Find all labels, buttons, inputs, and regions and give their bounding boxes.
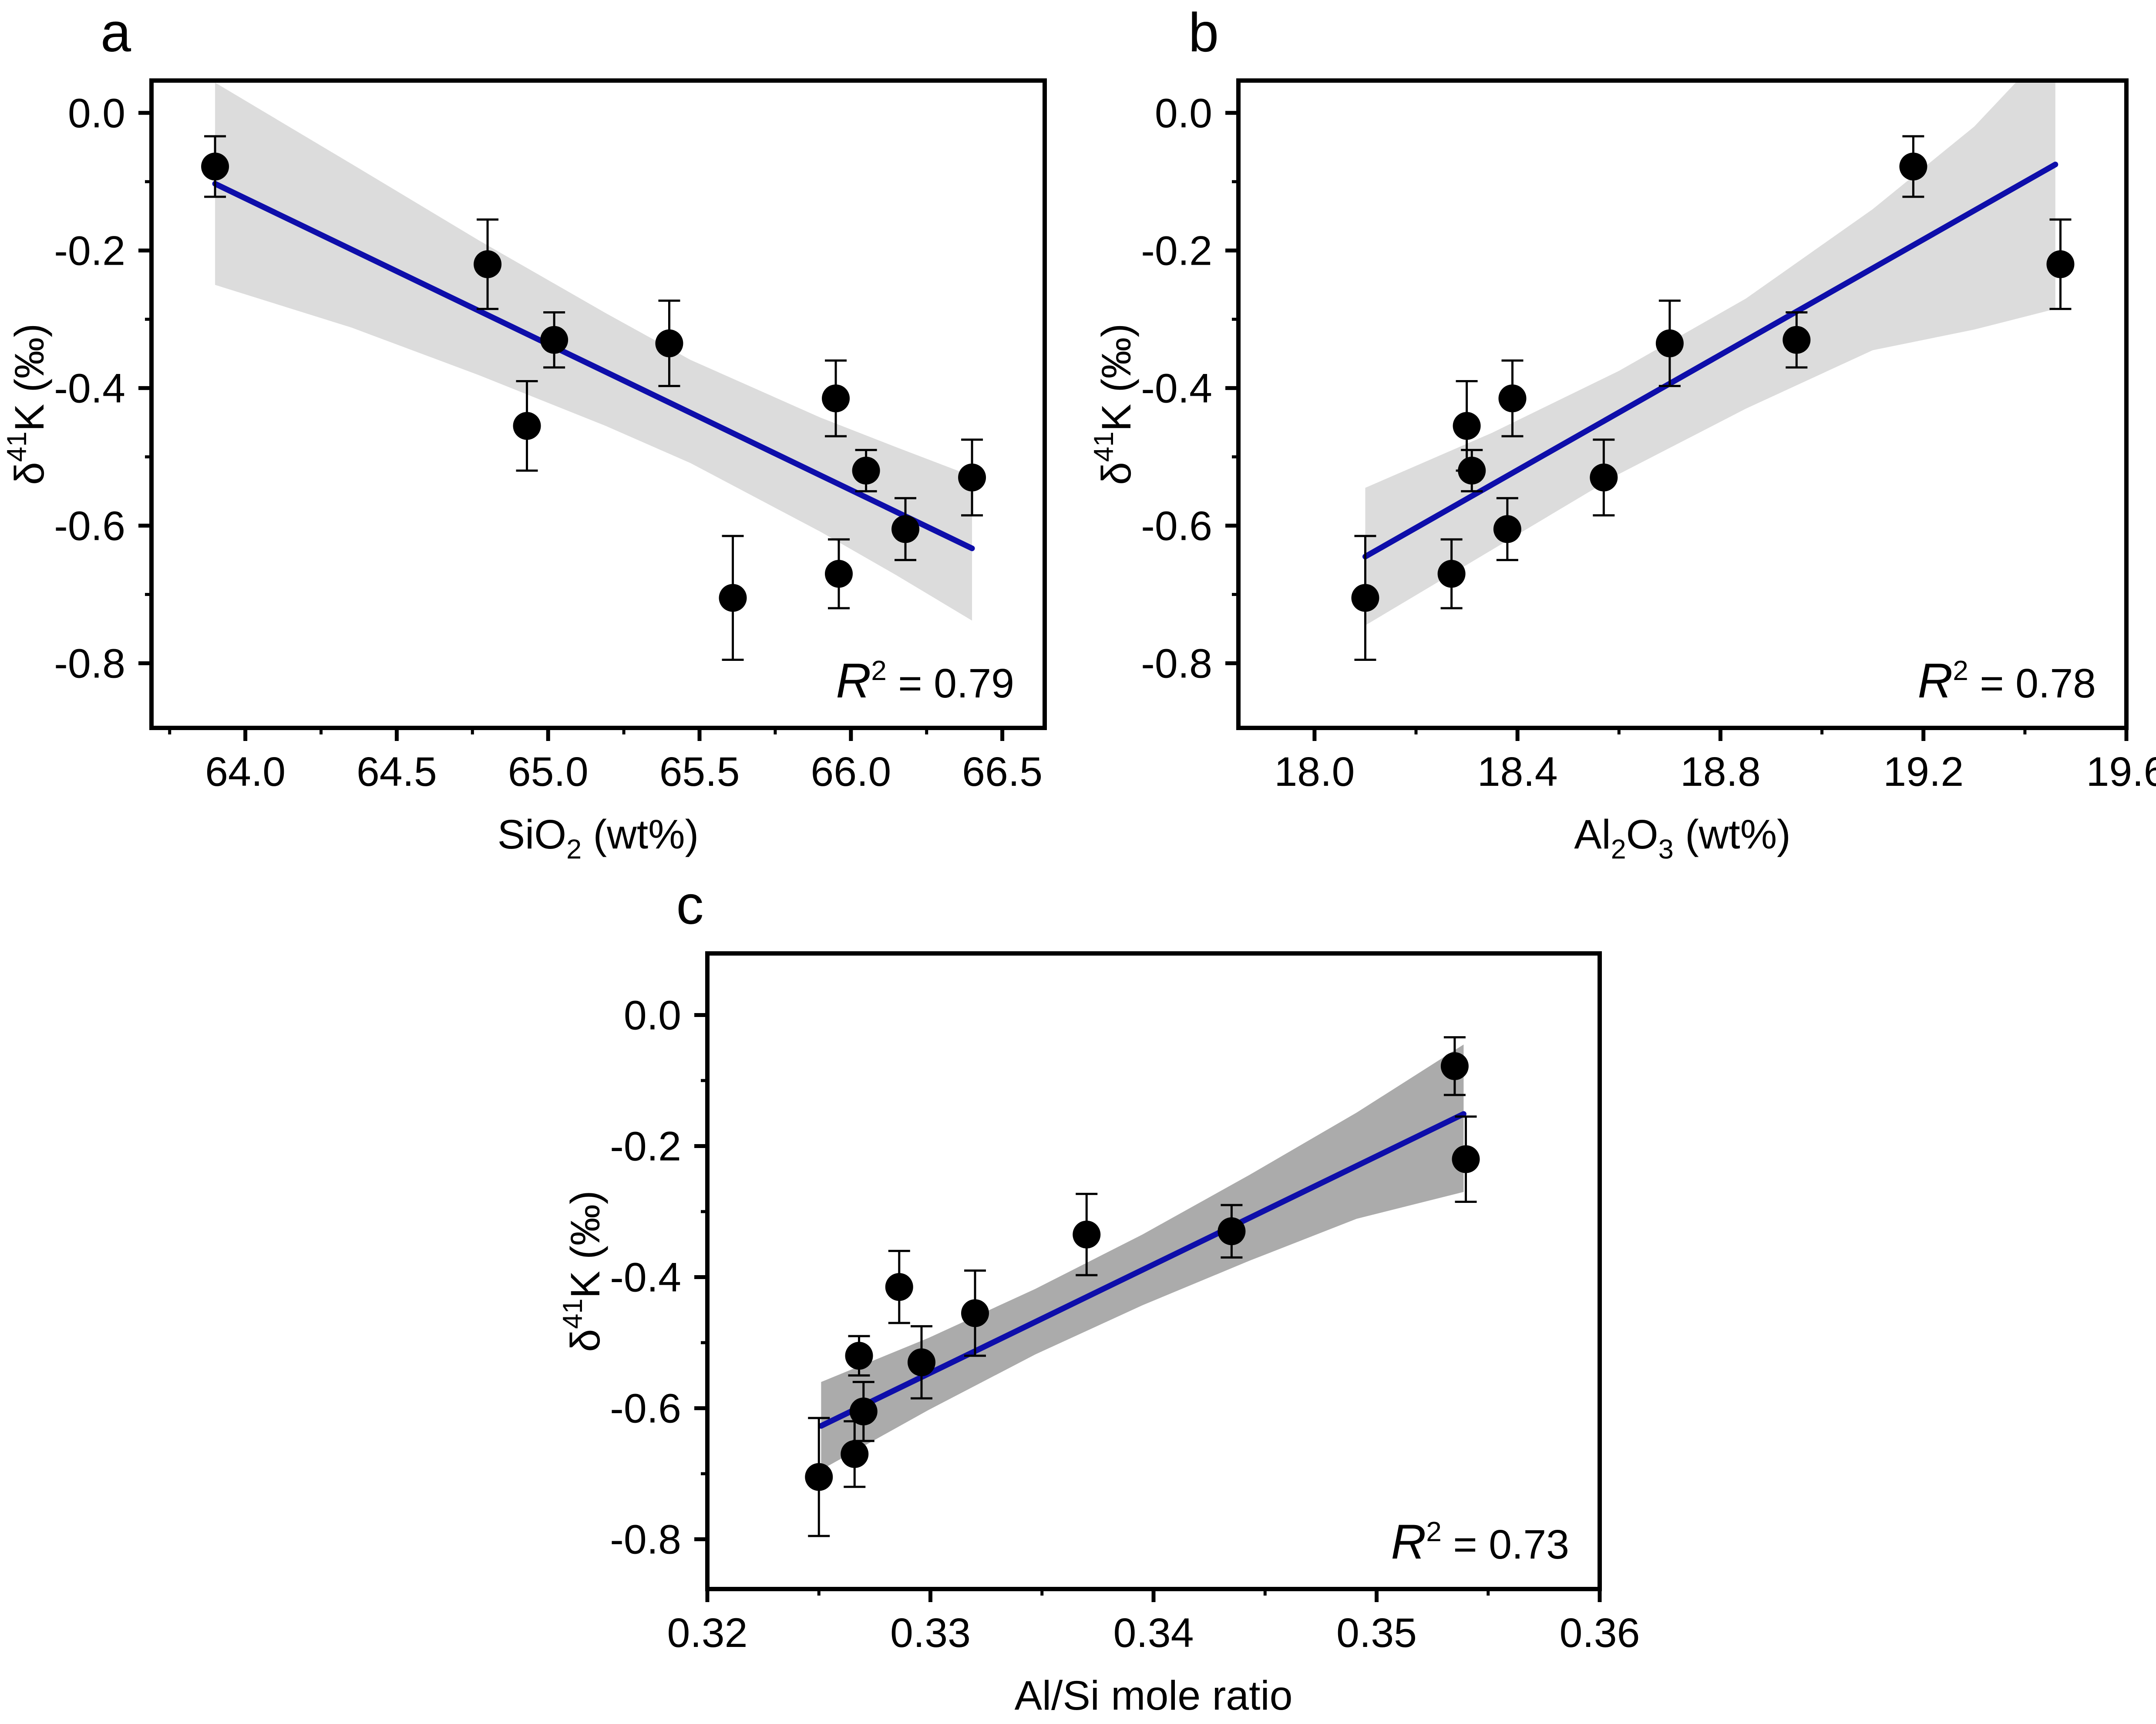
data-point bbox=[1493, 515, 1521, 543]
y-axis-tick-label: 0.0 bbox=[624, 992, 681, 1038]
x-axis-title: Al/Si mole ratio bbox=[1015, 1673, 1293, 1719]
panel-letter-a: a bbox=[101, 2, 131, 63]
data-point bbox=[1783, 326, 1811, 354]
data-point bbox=[1437, 560, 1466, 588]
x-axis-tick-label: 18.4 bbox=[1477, 749, 1558, 795]
data-point bbox=[474, 250, 502, 278]
confidence-band bbox=[821, 1044, 1464, 1470]
data-point bbox=[908, 1348, 935, 1377]
x-axis-tick-label: 18.8 bbox=[1680, 749, 1761, 795]
y-axis-tick-label: 0.0 bbox=[68, 90, 125, 136]
data-point bbox=[719, 584, 747, 612]
x-axis-title: Al2O3 (wt%) bbox=[1574, 811, 1791, 865]
x-axis-tick-label: 64.5 bbox=[357, 749, 437, 795]
r-squared-annotation: R2 = 0.73 bbox=[1391, 1515, 1569, 1569]
x-axis-tick-label: 0.33 bbox=[890, 1610, 971, 1656]
confidence-band bbox=[215, 82, 972, 621]
y-axis-tick-label: -0.2 bbox=[610, 1124, 681, 1170]
plot-frame bbox=[1236, 78, 2129, 730]
data-point bbox=[845, 1342, 873, 1370]
y-axis-tick-label: -0.6 bbox=[610, 1386, 681, 1432]
y-axis-tick-label: -0.4 bbox=[1141, 365, 1212, 411]
data-point bbox=[849, 1397, 878, 1426]
x-axis-tick-label: 0.32 bbox=[667, 1610, 748, 1656]
y-axis-tick-label: -0.8 bbox=[54, 640, 125, 687]
data-point bbox=[1073, 1220, 1101, 1249]
confidence-band bbox=[1365, 81, 2055, 626]
data-point bbox=[885, 1273, 913, 1301]
y-axis-title: δ41K (‰) bbox=[558, 1191, 609, 1352]
data-point bbox=[1899, 152, 1927, 181]
data-point bbox=[1453, 412, 1481, 440]
x-axis-tick-label: 66.0 bbox=[811, 749, 891, 795]
data-point bbox=[1590, 463, 1618, 492]
data-point bbox=[513, 412, 541, 440]
regression-line bbox=[212, 181, 975, 552]
data-point bbox=[852, 456, 880, 485]
x-axis-tick-label: 18.0 bbox=[1274, 749, 1355, 795]
y-axis-tick-label: -0.2 bbox=[1141, 228, 1212, 274]
y-axis-tick-label: -0.6 bbox=[1141, 503, 1212, 549]
y-axis-tick-label: -0.4 bbox=[54, 365, 125, 411]
y-axis-tick-label: -0.8 bbox=[610, 1517, 681, 1563]
panel-b: 18.0 18.4 18.8 19.2 19.6 0.0 -0.2 -0.4 -0.6 -0.8 A… bbox=[1089, 2, 2156, 865]
panel-letter-b: b bbox=[1188, 2, 1219, 63]
data-point bbox=[958, 463, 986, 492]
x-axis-tick-label: 65.5 bbox=[659, 749, 740, 795]
x-axis-tick-label: 66.5 bbox=[962, 749, 1043, 795]
data-point bbox=[201, 152, 229, 181]
y-axis-tick-label: -0.4 bbox=[610, 1255, 681, 1301]
x-axis-tick-label: 0.34 bbox=[1113, 1610, 1194, 1656]
data-point bbox=[1498, 384, 1527, 413]
data-point bbox=[2046, 250, 2075, 278]
data-point bbox=[655, 329, 683, 357]
data-point bbox=[961, 1299, 989, 1327]
data-point bbox=[1655, 329, 1684, 357]
data-point bbox=[824, 560, 853, 588]
data-point bbox=[1452, 1145, 1480, 1173]
data-point bbox=[1440, 1052, 1469, 1080]
y-axis-title: δ41K (‰) bbox=[1089, 323, 1140, 485]
x-axis-tick-label: 0.35 bbox=[1336, 1610, 1417, 1656]
y-axis-tick-label: -0.2 bbox=[54, 228, 125, 274]
data-point bbox=[1458, 456, 1486, 485]
r-squared-annotation: R2 = 0.78 bbox=[1917, 653, 2096, 708]
r-squared-annotation: R2 = 0.79 bbox=[836, 653, 1014, 708]
x-axis-tick-label: 0.36 bbox=[1560, 1610, 1640, 1656]
data-point bbox=[805, 1463, 833, 1491]
y-axis-title: δ41K (‰) bbox=[2, 323, 53, 485]
data-point bbox=[1351, 584, 1379, 612]
panel-letter-c: c bbox=[676, 874, 704, 936]
data-point bbox=[1218, 1217, 1246, 1246]
x-axis-title: SiO2 (wt%) bbox=[498, 811, 699, 865]
data-point bbox=[841, 1440, 869, 1468]
plot-frame bbox=[149, 78, 1047, 730]
x-axis-tick-label: 65.0 bbox=[508, 749, 589, 795]
data-point bbox=[540, 326, 568, 354]
data-point bbox=[891, 515, 920, 543]
panel-c: 0.32 0.33 0.34 0.35 0.36 0.0 -0.2 -0.4 -0.6 -0.8 A… bbox=[558, 874, 1640, 1719]
x-axis-tick-label: 19.2 bbox=[1883, 749, 1964, 795]
y-axis-tick-label: -0.8 bbox=[1141, 640, 1212, 687]
x-axis-tick-label: 64.0 bbox=[205, 749, 286, 795]
data-point bbox=[822, 384, 850, 413]
y-axis-tick-label: -0.6 bbox=[54, 503, 125, 549]
x-axis-tick-label: 19.6 bbox=[2086, 749, 2156, 795]
panel-a: 64.0 64.5 65.0 65.5 66.0 66.5 0.0 -0.2 -0.4 -0.6 -… bbox=[2, 2, 1047, 865]
y-axis-tick-label: 0.0 bbox=[1155, 90, 1212, 136]
